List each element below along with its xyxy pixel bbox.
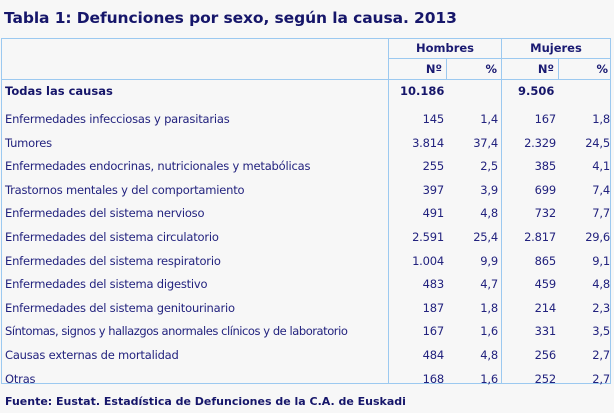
header-hombres-pct: % <box>485 62 497 76</box>
hombres-pct: 37,4 <box>473 135 498 150</box>
table-row: Enfermedades del sistema respiratorio 1.… <box>2 250 612 273</box>
mujeres-pct: 2,3 <box>592 300 610 315</box>
hombres-n: 145 <box>422 112 445 126</box>
row-label: Síntomas, signos y hallazgos anormales c… <box>5 324 348 339</box>
row-label: Enfermedades del sistema circulatorio <box>5 230 219 244</box>
table-title: Tabla 1: Defunciones por sexo, según la … <box>4 9 457 27</box>
hombres-n: 187 <box>422 300 445 315</box>
mujeres-pct: 4,8 <box>592 277 610 292</box>
table-row: Tumores 3.814 37,4 2.329 24,5 <box>2 132 612 155</box>
table-row: Otras 168 1,6 252 2,7 <box>2 368 612 391</box>
hombres-pct: 3,9 <box>480 182 498 197</box>
row-label: Enfermedades del sistema digestivo <box>5 277 208 292</box>
mujeres-pct: 4,1 <box>592 159 610 174</box>
row-label: Todas las causas <box>5 84 113 98</box>
table-row: Enfermedades del sistema nervioso 491 4,… <box>2 202 612 225</box>
row-label: Enfermedades endocrinas, nutricionales y… <box>5 159 311 174</box>
mujeres-n: 2.817 <box>524 230 556 244</box>
mujeres-n: 459 <box>534 277 557 292</box>
mujeres-n: 385 <box>534 159 557 174</box>
row-label: Otras <box>5 371 36 386</box>
hombres-n: 2.591 <box>412 230 444 244</box>
hombres-pct: 1,6 <box>480 324 498 339</box>
table-row: Enfermedades del sistema genitourinario … <box>2 297 612 320</box>
row-label: Tumores <box>5 135 52 150</box>
hombres-pct: 1,4 <box>480 112 498 126</box>
hombres-n: 1.004 <box>412 253 444 268</box>
row-label: Enfermedades del sistema respiratorio <box>5 253 221 268</box>
mujeres-pct: 2,7 <box>592 348 610 362</box>
divider-hombres-left <box>388 39 389 383</box>
source-footnote: Fuente: Eustat. Estadística de Defuncion… <box>5 395 406 408</box>
mujeres-pct: 7,7 <box>592 206 610 221</box>
mujeres-pct: 1,8 <box>592 112 610 126</box>
divider-hombres-sub <box>446 59 447 80</box>
hombres-pct: 4,8 <box>480 348 498 362</box>
row-label: Causas externas de mortalidad <box>5 348 179 362</box>
table-row-total: Todas las causas 10.186 9.506 <box>2 80 612 103</box>
mujeres-pct: 7,4 <box>592 182 610 197</box>
table-row: Síntomas, signos y hallazgos anormales c… <box>2 320 612 343</box>
divider-header-bottom <box>2 79 610 80</box>
hombres-pct: 4,7 <box>480 277 498 292</box>
row-label: Enfermedades del sistema genitourinario <box>5 300 235 315</box>
mujeres-pct: 29,6 <box>585 230 610 244</box>
divider-group-header <box>388 58 610 59</box>
row-label: Enfermedades del sistema nervioso <box>5 206 205 221</box>
table-row: Enfermedades del sistema digestivo 483 4… <box>2 273 612 296</box>
header-hombres: Hombres <box>415 41 475 55</box>
mujeres-n: 865 <box>534 253 557 268</box>
mujeres-n: 732 <box>534 206 557 221</box>
hombres-n: 255 <box>422 159 445 174</box>
mujeres-n: 2.329 <box>524 135 556 150</box>
hombres-pct: 1,6 <box>480 371 498 386</box>
hombres-n: 3.814 <box>412 135 444 150</box>
header-mujeres-n: Nº <box>537 62 554 76</box>
hombres-n: 397 <box>422 182 445 197</box>
hombres-n: 10.186 <box>400 84 445 98</box>
mujeres-pct: 3,5 <box>592 324 610 339</box>
hombres-pct: 9,9 <box>480 253 498 268</box>
hombres-pct: 2,5 <box>480 159 498 174</box>
hombres-pct: 1,8 <box>480 300 498 315</box>
table-row: Enfermedades infecciosas y parasitarias … <box>2 108 612 131</box>
hombres-pct: 4,8 <box>480 206 498 221</box>
divider-mujeres-left <box>501 39 502 383</box>
mujeres-pct: 24,5 <box>585 135 610 150</box>
hombres-n: 168 <box>422 371 445 386</box>
table-row: Enfermedades del sistema circulatorio 2.… <box>2 226 612 249</box>
mujeres-n: 256 <box>534 348 557 362</box>
table-row: Causas externas de mortalidad 484 4,8 25… <box>2 344 612 367</box>
header-mujeres: Mujeres <box>530 41 582 55</box>
mujeres-n: 699 <box>534 182 557 197</box>
mujeres-pct: 9,1 <box>592 253 610 268</box>
table-row: Trastornos mentales y del comportamiento… <box>2 179 612 202</box>
hombres-pct: 25,4 <box>473 230 498 244</box>
hombres-n: 483 <box>422 277 445 292</box>
mujeres-pct: 2,7 <box>592 371 610 386</box>
row-label: Trastornos mentales y del comportamiento <box>5 182 245 197</box>
table-row: Enfermedades endocrinas, nutricionales y… <box>2 155 612 178</box>
mujeres-n: 9.506 <box>518 84 555 98</box>
mujeres-n: 252 <box>534 371 557 386</box>
divider-mujeres-sub <box>558 59 559 80</box>
mujeres-n: 214 <box>534 300 557 315</box>
hombres-n: 491 <box>422 206 445 221</box>
header-mujeres-pct: % <box>596 62 608 76</box>
hombres-n: 167 <box>422 324 445 339</box>
mujeres-n: 331 <box>534 324 557 339</box>
hombres-n: 484 <box>422 348 445 362</box>
deaths-table: Hombres Mujeres Nº % Nº % Todas las caus… <box>1 38 612 386</box>
header-hombres-n: Nº <box>425 62 442 76</box>
mujeres-n: 167 <box>534 112 557 126</box>
row-label: Enfermedades infecciosas y parasitarias <box>5 112 230 126</box>
